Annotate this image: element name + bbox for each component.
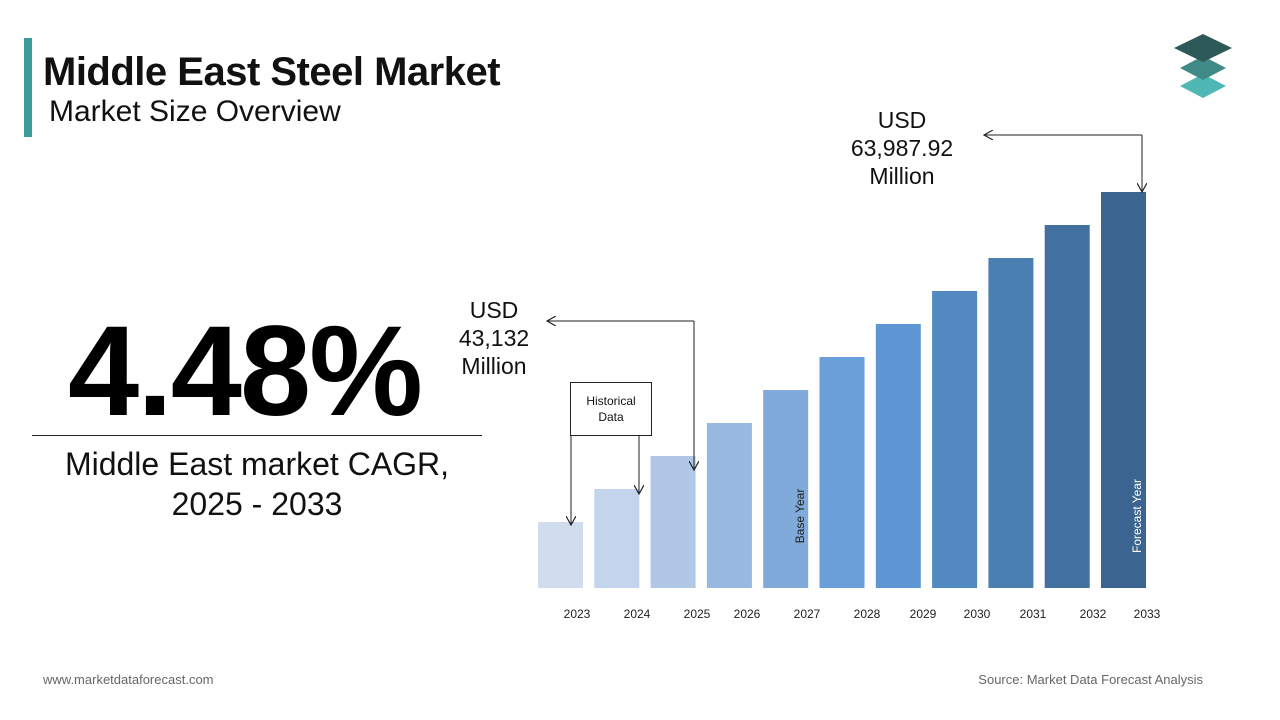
bar-2032 (1044, 225, 1090, 588)
bar-2029 (875, 324, 921, 588)
x-tick-label-2029: 2029 (910, 607, 937, 621)
bar-2023 (538, 522, 583, 588)
cagr-label: Middle East market CAGR, 2025 - 2033 (32, 444, 482, 524)
cagr-label-line2: 2025 - 2033 (171, 486, 343, 522)
x-tick-label-2026: 2026 (734, 607, 761, 621)
brand-logo-icon (1174, 34, 1232, 98)
page-subtitle: Market Size Overview (49, 95, 341, 128)
start-value-unit: Million (461, 353, 527, 379)
x-tick-label-2031: 2031 (1020, 607, 1047, 621)
cagr-value: 4.48% (68, 300, 423, 443)
bar-2031 (988, 258, 1034, 588)
logo-layer-middle (1180, 56, 1226, 80)
x-tick-label-2024: 2024 (624, 607, 651, 621)
start-value-amount: 43,132 (458, 325, 530, 351)
bar-2033 (1101, 192, 1146, 588)
end-value-currency: USD (877, 107, 927, 133)
historical-box-line1: Historical (586, 394, 636, 408)
forecast-year-label: Forecast Year (1130, 479, 1144, 553)
x-tick-label-2033: 2033 (1134, 607, 1161, 621)
bar-2027 (763, 390, 809, 588)
bar-2030 (932, 291, 978, 588)
arrow-start-value (547, 321, 694, 470)
bar-2025 (650, 456, 696, 588)
historical-box-line2: Data (598, 410, 624, 424)
bar-series (538, 192, 1146, 588)
arrows-historical (571, 436, 639, 525)
logo-layer-top (1174, 34, 1232, 62)
x-tick-label-2032: 2032 (1080, 607, 1107, 621)
x-tick-label-2028: 2028 (854, 607, 881, 621)
logo-layer-bottom (1180, 74, 1226, 98)
x-tick-label-2025: 2025 (684, 607, 711, 621)
end-value-annotation: USD 63,987.92 Million (836, 106, 968, 190)
start-value-annotation: USD 43,132 Million (448, 296, 540, 380)
arrow-end-value (984, 135, 1142, 192)
base-year-label: Base Year (793, 489, 807, 544)
website-url: www.marketdataforecast.com (43, 672, 214, 687)
x-tick-label-2023: 2023 (564, 607, 591, 621)
bar-2026 (706, 423, 752, 588)
page-title: Middle East Steel Market (43, 50, 501, 94)
x-tick-label-2030: 2030 (964, 607, 991, 621)
start-value-currency: USD (469, 297, 519, 323)
historical-data-box: Historical Data (570, 382, 652, 436)
bar-2024 (594, 489, 640, 588)
cagr-divider (32, 435, 482, 436)
x-axis-tick-labels: 2023 2024 2025 2026 2027 2028 2029 2030 2031 2032… (564, 607, 1161, 621)
bar-2028 (819, 357, 865, 588)
x-tick-label-2027: 2027 (794, 607, 821, 621)
title-accent-bar (24, 38, 32, 137)
source-note: Source: Market Data Forecast Analysis (978, 672, 1203, 687)
cagr-label-line1: Middle East market CAGR, (64, 446, 450, 482)
end-value-amount: 63,987.92 (850, 135, 954, 161)
end-value-unit: Million (869, 163, 935, 189)
